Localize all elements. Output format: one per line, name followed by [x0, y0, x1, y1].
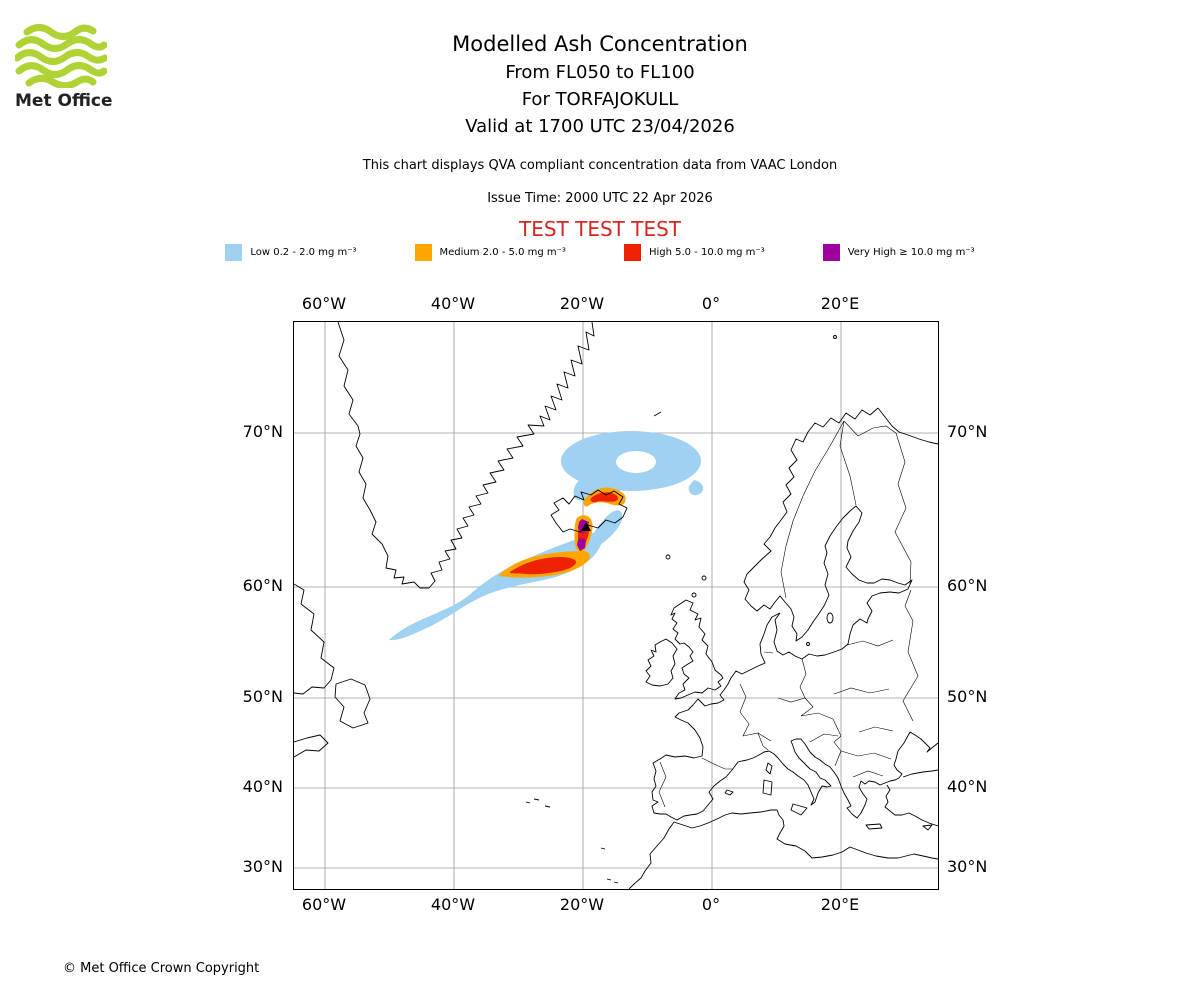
copyright-notice: © Met Office Crown Copyright — [63, 961, 260, 976]
lat-tick-left-50n: 50°N — [242, 687, 283, 706]
volcano-name: For TORFAJOKULL — [521, 89, 679, 110]
lon-tick-top-60w: 60°W — [301, 294, 347, 313]
coastline-newfoundland — [334, 678, 371, 729]
coastline-western-europe — [651, 612, 938, 821]
lon-tick-top-40w: 40°W — [430, 294, 476, 313]
lon-tick-bottom-20w: 20°W — [559, 895, 605, 914]
coastline-black-sea-south — [902, 769, 938, 778]
lon-tick-bottom-0: 0° — [701, 895, 721, 914]
volcano-marker-icon — [581, 522, 591, 531]
coastline-ireland — [645, 638, 678, 687]
coastline-greenland — [337, 322, 595, 589]
lon-tick-bottom-20e: 20°E — [820, 895, 860, 914]
flight-level-range: From FL050 to FL100 — [505, 62, 695, 83]
coastline-anatolia — [884, 784, 938, 827]
coastline-kola — [877, 407, 938, 445]
legend-swatch-low — [225, 244, 243, 261]
lat-tick-right-70n: 70°N — [947, 422, 988, 441]
graticule-grid — [294, 322, 938, 889]
legend-swatch-medium — [414, 244, 432, 261]
legend-item-high: High 5.0 - 10.0 mg m⁻³ — [623, 244, 765, 261]
country-borders — [658, 420, 919, 808]
lon-tick-bottom-40w: 40°W — [430, 895, 476, 914]
legend-item-low: Low 0.2 - 2.0 mg m⁻³ — [225, 244, 357, 261]
legend-label-medium: Medium 2.0 - 5.0 mg m⁻³ — [439, 247, 566, 258]
legend-swatch-very-high — [822, 244, 840, 261]
ash-contour-low — [389, 431, 704, 641]
legend-item-very-high: Very High ≥ 10.0 mg m⁻³ — [822, 244, 975, 261]
lon-tick-top-20w: 20°W — [559, 294, 605, 313]
lat-tick-right-50n: 50°N — [947, 687, 988, 706]
coastline-labrador — [294, 583, 335, 695]
lat-tick-right-60n: 60°N — [947, 576, 988, 595]
lon-tick-top-0: 0° — [701, 294, 721, 313]
met-office-logo-text: Met Office — [15, 91, 113, 111]
title-block: Modelled Ash Concentration From FL050 to… — [0, 30, 1200, 241]
issue-time: Issue Time: 2000 UTC 22 Apr 2026 — [487, 191, 713, 206]
coastline-north-africa — [673, 809, 938, 860]
met-office-waves-icon — [15, 24, 107, 88]
lat-tick-right-30n: 30°N — [947, 857, 988, 876]
qva-description: This chart displays QVA compliant concen… — [362, 158, 838, 173]
lat-tick-left-70n: 70°N — [242, 422, 283, 441]
test-banner: TEST TEST TEST — [518, 217, 681, 241]
legend-item-medium: Medium 2.0 - 5.0 mg m⁻³ — [414, 244, 566, 261]
chart-title: Modelled Ash Concentration — [452, 32, 748, 56]
concentration-legend: Low 0.2 - 2.0 mg m⁻³ Medium 2.0 - 5.0 mg… — [0, 244, 1200, 261]
valid-time: Valid at 1700 UTC 23/04/2026 — [465, 116, 735, 137]
lon-tick-bottom-60w: 60°W — [301, 895, 347, 914]
coastline-great-britain — [670, 599, 724, 700]
legend-label-high: High 5.0 - 10.0 mg m⁻³ — [648, 247, 765, 258]
lon-tick-top-20e: 20°E — [820, 294, 860, 313]
coastlines — [294, 322, 938, 889]
legend-swatch-high — [623, 244, 641, 261]
coastline-nova-scotia — [294, 734, 329, 758]
map-frame — [293, 321, 939, 890]
coastline-morocco-atlantic — [628, 821, 675, 889]
lat-tick-left-40n: 40°N — [242, 777, 283, 796]
coastline-scandinavia — [743, 407, 913, 660]
coastline-iceland — [550, 489, 628, 533]
island-specks — [525, 335, 933, 884]
legend-label-low: Low 0.2 - 2.0 mg m⁻³ — [250, 247, 357, 258]
legend-label-very-high: Very High ≥ 10.0 mg m⁻³ — [847, 247, 975, 258]
lat-tick-left-60n: 60°N — [242, 576, 283, 595]
met-office-logo: Met Office — [15, 24, 135, 111]
lat-tick-left-30n: 30°N — [242, 857, 283, 876]
map-canvas — [294, 322, 938, 889]
lat-tick-right-40n: 40°N — [947, 777, 988, 796]
